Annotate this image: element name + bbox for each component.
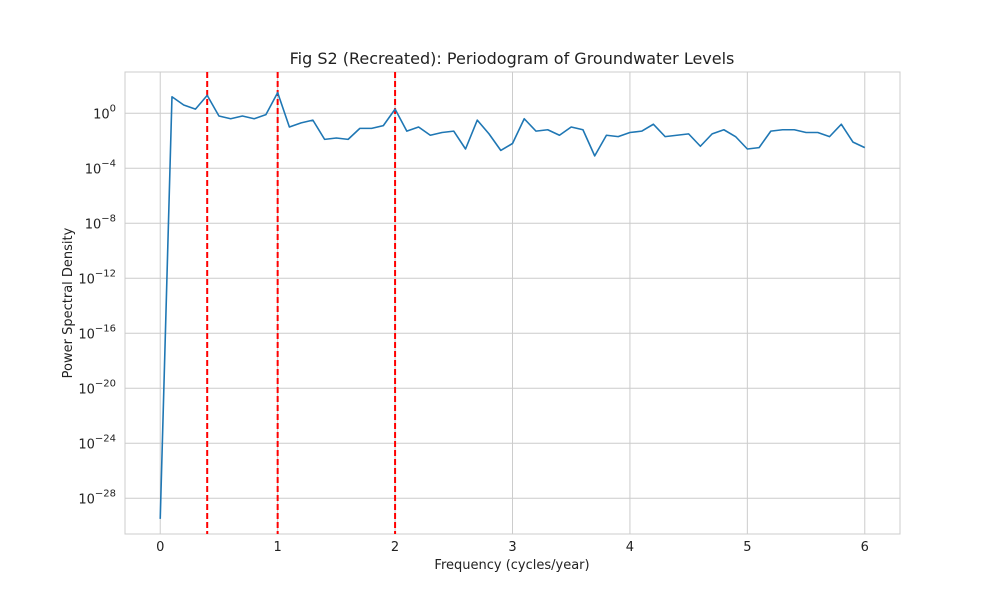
x-tick-label: 1 <box>274 540 282 555</box>
chart-title: Fig S2 (Recreated): Periodogram of Groun… <box>290 49 735 68</box>
x-tick-label: 2 <box>391 540 399 555</box>
series-layer <box>159 91 866 519</box>
x-axis-label: Frequency (cycles/year) <box>434 558 589 573</box>
y-tick-label: 10−8 <box>85 213 116 232</box>
y-tick-label: 10−20 <box>78 378 116 397</box>
y-tick-label: 10−16 <box>78 323 116 342</box>
y-tick-label: 10−24 <box>78 433 116 452</box>
vline-layer <box>206 72 397 534</box>
x-tick-label: 5 <box>743 540 751 555</box>
y-tick-label: 10−28 <box>78 488 116 507</box>
tick-layer: 0 1 2 3 4 5 6 100 10−4 10−8 10−12 10−16 10−20 10−24 10… <box>78 103 869 555</box>
x-tick-label: 0 <box>156 540 164 555</box>
y-tick-label: 100 <box>93 103 116 122</box>
y-tick-label: 10−4 <box>85 158 116 177</box>
x-tick-label: 3 <box>508 540 516 555</box>
psd-series-line <box>159 91 866 519</box>
y-axis-label: Power Spectral Density <box>61 227 76 378</box>
x-tick-label: 6 <box>861 540 869 555</box>
x-tick-label: 4 <box>626 540 634 555</box>
y-tick-label: 10−12 <box>78 268 116 287</box>
plot-frame <box>124 71 901 535</box>
